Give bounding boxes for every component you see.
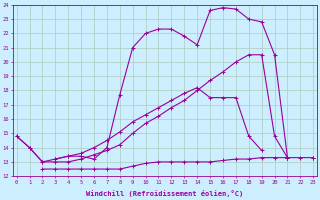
- X-axis label: Windchill (Refroidissement éolien,°C): Windchill (Refroidissement éolien,°C): [86, 190, 244, 197]
